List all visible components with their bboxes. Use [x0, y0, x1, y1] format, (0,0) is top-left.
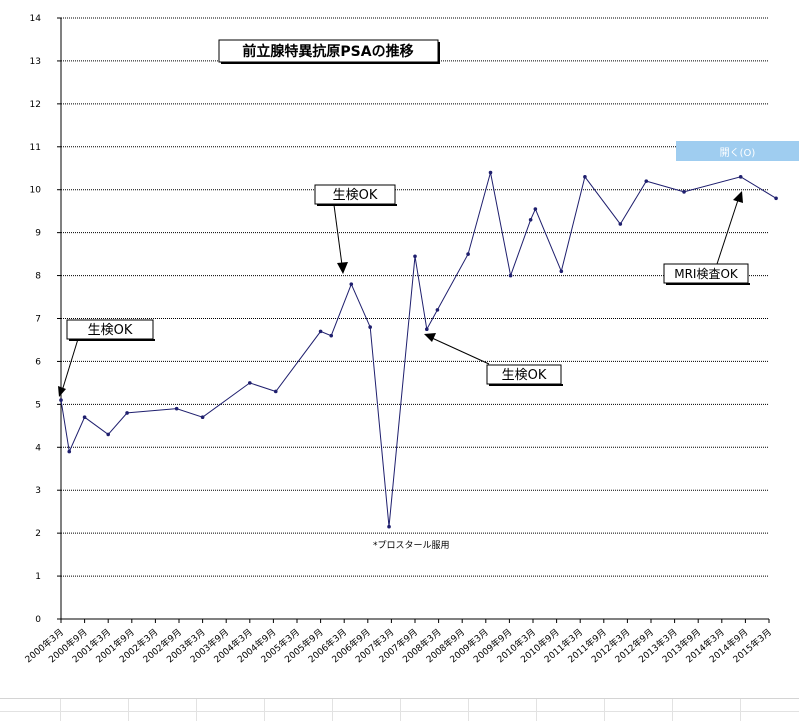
- sheet-col-line: [264, 699, 265, 721]
- sheet-col-line: [60, 699, 61, 721]
- sheet-col-line: [196, 699, 197, 721]
- sheet-col-line: [400, 699, 401, 721]
- annotation-label-3: 生検OK: [502, 368, 547, 383]
- y-tick-label: 4: [35, 443, 41, 453]
- data-point: [273, 389, 278, 394]
- y-tick-label: 0: [35, 615, 41, 625]
- data-point: [528, 217, 533, 222]
- annotation-arrowhead-1: [58, 386, 66, 397]
- data-point: [368, 325, 372, 329]
- series-line-path: [60, 172, 777, 527]
- data-point: [435, 308, 440, 312]
- data-point: [67, 449, 72, 454]
- y-tick-label: 1: [35, 572, 41, 582]
- y-tick-label: 2: [35, 529, 41, 539]
- sheet-col-line: [672, 699, 673, 721]
- sheet-row-line: [0, 711, 799, 712]
- x-tick-labels: 2000年3月2000年9月2001年3月2001年9月2002年3月2002年…: [22, 619, 774, 665]
- sheet-col-line: [740, 699, 741, 721]
- data-point: [738, 175, 743, 179]
- data-point: [318, 329, 323, 334]
- y-tick-label: 12: [30, 100, 41, 110]
- data-point: [200, 415, 205, 420]
- data-point: [413, 254, 417, 259]
- y-tick-label: 13: [30, 57, 41, 67]
- annotation-label-4: MRI検査OK: [674, 267, 739, 281]
- data-point: [644, 179, 649, 183]
- y-tick-label: 3: [35, 486, 41, 496]
- annotation-arrowhead-4: [733, 191, 743, 203]
- y-tick-label: 10: [30, 186, 42, 196]
- annotation-arrow-2: [333, 204, 343, 266]
- y-tick-label: 8: [35, 272, 41, 282]
- annotation-label-1: 生検OK: [88, 323, 133, 338]
- medication-note: *プロスタール服用: [373, 540, 450, 551]
- data-point: [82, 415, 87, 420]
- annotation-shadow-3: [489, 384, 563, 386]
- sheet-col-line: [468, 699, 469, 721]
- series-line: [59, 170, 778, 529]
- annotation-label-2: 生検OK: [333, 188, 378, 203]
- data-point: [466, 252, 470, 256]
- chart-title: 前立腺特異抗原PSAの推移: [242, 43, 413, 60]
- annotation-arrow-4: [716, 199, 739, 265]
- data-point: [618, 222, 623, 226]
- annotation-arrow-3: [431, 337, 490, 365]
- data-point: [106, 432, 110, 437]
- sheet-col-line: [128, 699, 129, 721]
- data-point: [174, 406, 179, 411]
- data-point: [329, 333, 334, 338]
- y-tick-label: 7: [35, 315, 41, 325]
- data-point: [508, 273, 513, 278]
- y-tick-label: 11: [30, 143, 41, 153]
- annotation-shadow-1: [69, 339, 155, 341]
- y-tick-label: 6: [35, 357, 41, 367]
- sheet-col-line: [332, 699, 333, 721]
- annotation-arrow-1: [61, 338, 79, 392]
- chart-title-shadow-side: [438, 42, 440, 64]
- data-point: [774, 196, 778, 201]
- data-point: [533, 207, 538, 211]
- data-point: [248, 381, 252, 385]
- annotation-arrowhead-2: [337, 262, 348, 274]
- data-point: [425, 327, 429, 332]
- y-tick-label: 14: [30, 14, 42, 24]
- data-point: [488, 170, 493, 175]
- gridlines: [61, 17, 769, 577]
- data-point: [59, 398, 63, 402]
- data-point: [387, 524, 391, 529]
- data-point: [583, 175, 587, 179]
- annotation-arrowhead-3: [424, 333, 436, 342]
- chart-title-shadow: [221, 62, 440, 64]
- data-point: [125, 411, 129, 415]
- y-tick-label: 9: [35, 229, 41, 239]
- open-button[interactable]: 開く(O): [676, 141, 799, 161]
- annotation-shadow-2: [317, 204, 397, 206]
- sheet-col-line: [604, 699, 605, 721]
- annotation-shadow-4: [666, 283, 750, 285]
- y-tick-label: 5: [35, 400, 41, 410]
- data-point: [559, 269, 564, 274]
- data-point: [682, 190, 686, 194]
- data-point: [349, 282, 354, 286]
- spreadsheet-grid: [0, 698, 799, 721]
- sheet-col-line: [536, 699, 537, 721]
